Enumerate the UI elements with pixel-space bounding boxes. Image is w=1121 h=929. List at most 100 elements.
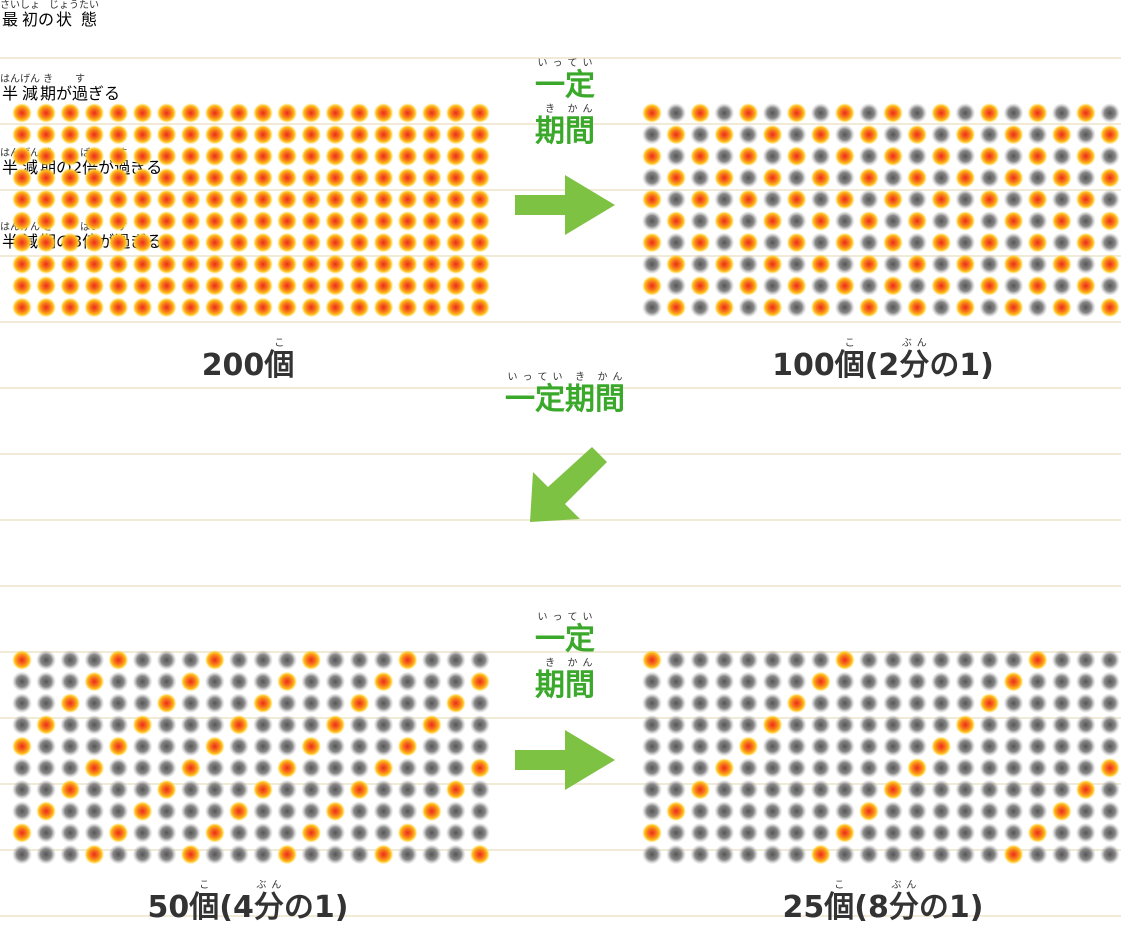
dot xyxy=(931,211,952,231)
dot xyxy=(834,758,855,778)
dot xyxy=(738,124,759,145)
dot xyxy=(469,844,490,865)
dot xyxy=(132,189,153,210)
dot xyxy=(690,779,711,800)
dot xyxy=(325,779,346,800)
dot xyxy=(810,801,831,822)
dot xyxy=(421,146,442,167)
dot xyxy=(1027,232,1048,253)
dot xyxy=(642,103,662,123)
arrow-label-line: 一いっ定てい xyxy=(515,612,615,658)
dot xyxy=(1003,736,1024,757)
dot xyxy=(421,103,442,123)
dot xyxy=(1027,650,1048,670)
dot xyxy=(253,844,273,865)
dot xyxy=(156,232,177,253)
dot xyxy=(60,693,81,714)
dot xyxy=(1099,844,1120,865)
dot xyxy=(445,189,466,210)
dot xyxy=(786,275,807,296)
dot xyxy=(955,254,976,275)
text: 100 xyxy=(772,348,835,383)
dot xyxy=(1027,167,1048,188)
dot xyxy=(834,693,855,714)
dot xyxy=(666,189,687,210)
dot xyxy=(12,714,32,735)
dot xyxy=(690,822,711,843)
dot xyxy=(1003,275,1024,296)
dot xyxy=(642,232,662,253)
dot xyxy=(931,167,952,188)
dot xyxy=(786,124,807,145)
dot xyxy=(277,167,298,188)
dot xyxy=(907,736,928,757)
dot xyxy=(108,822,129,843)
dot xyxy=(1075,275,1096,296)
dot xyxy=(666,232,687,253)
dot xyxy=(180,167,201,188)
dot xyxy=(762,211,783,231)
dot xyxy=(445,146,466,167)
dot xyxy=(373,124,394,145)
dot xyxy=(1051,693,1072,714)
dot xyxy=(1099,211,1120,231)
furigana: ぶん xyxy=(899,338,930,349)
dot xyxy=(60,146,81,167)
dot xyxy=(36,714,57,735)
dot xyxy=(349,232,370,253)
dot xyxy=(301,758,322,778)
dot xyxy=(445,124,466,145)
dot xyxy=(132,822,153,843)
dot xyxy=(204,275,225,296)
dot xyxy=(156,822,177,843)
dot xyxy=(132,693,153,714)
dot xyxy=(228,146,249,167)
dot xyxy=(834,232,855,253)
dot xyxy=(421,650,442,670)
dot xyxy=(1099,779,1120,800)
base-text: 分 xyxy=(253,890,284,925)
base-text: 定 xyxy=(565,622,595,657)
dot xyxy=(883,736,903,757)
dot xyxy=(373,232,394,253)
dot xyxy=(642,758,662,778)
base-text: 間 xyxy=(565,114,595,149)
dot xyxy=(204,844,225,865)
dot xyxy=(907,297,928,318)
dot xyxy=(84,650,105,670)
dot xyxy=(1075,801,1096,822)
dot xyxy=(108,211,129,231)
dot xyxy=(810,779,831,800)
dot xyxy=(1003,146,1024,167)
arrow-label-line: 期き間かん xyxy=(515,658,615,704)
dot xyxy=(301,693,322,714)
dot xyxy=(714,211,735,231)
dot xyxy=(397,232,418,253)
dot xyxy=(666,297,687,318)
dot xyxy=(108,103,129,123)
dot xyxy=(762,297,783,318)
dot xyxy=(253,146,273,167)
dot xyxy=(421,779,442,800)
dot xyxy=(36,211,57,231)
dot xyxy=(445,167,466,188)
ruby-text: 一いっ xyxy=(535,612,565,657)
dot xyxy=(253,254,273,275)
dot xyxy=(277,844,298,865)
dot xyxy=(36,254,57,275)
arrow-down-left xyxy=(530,447,607,522)
dot xyxy=(810,254,831,275)
dot xyxy=(325,736,346,757)
arrow-label-line: 一いっ定てい xyxy=(515,58,615,104)
dot xyxy=(373,167,394,188)
dot xyxy=(301,671,322,692)
dot xyxy=(1099,167,1120,188)
base-text: 分 xyxy=(899,348,930,383)
dot xyxy=(12,844,32,865)
dot xyxy=(907,822,928,843)
dot xyxy=(642,693,662,714)
dot xyxy=(325,146,346,167)
dot xyxy=(955,211,976,231)
dot xyxy=(1099,822,1120,843)
dot xyxy=(762,254,783,275)
